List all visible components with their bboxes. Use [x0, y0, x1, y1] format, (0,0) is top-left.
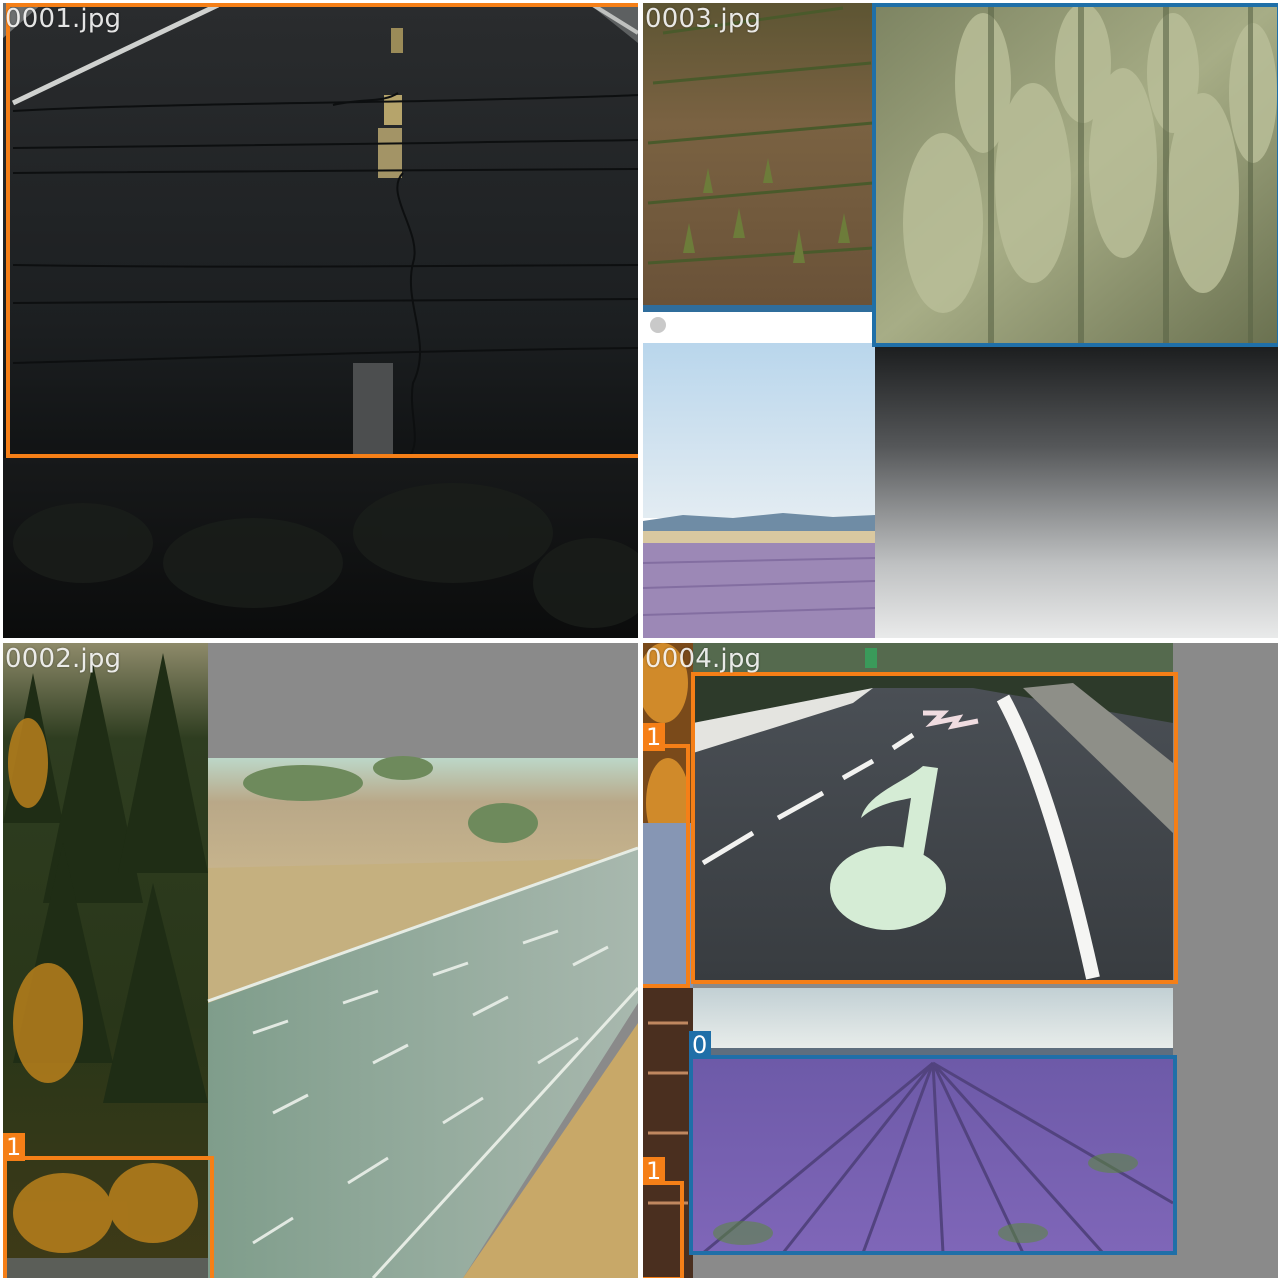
music-road-lavender-photo	[643, 643, 1174, 1278]
class-label: 1	[3, 1133, 25, 1161]
class-label: 0	[689, 1031, 711, 1059]
filename-label: 0001.jpg	[5, 4, 122, 34]
bbox-lavender-field	[689, 1055, 1177, 1255]
tile-0001: 0001.jpg	[3, 3, 638, 638]
forest-highway-photo	[3, 643, 638, 1278]
filename-label: 0002.jpg	[5, 644, 122, 674]
road-photo	[3, 3, 638, 638]
tile-0004: 1 1 0 0004.jpg	[643, 643, 1278, 1278]
class-label: 1	[643, 1157, 665, 1185]
class-label: 1	[643, 723, 665, 751]
field-photos	[643, 3, 1278, 638]
bbox-building-edge	[643, 1181, 684, 1278]
bbox-music-road	[691, 672, 1178, 984]
bbox-roadside-strip	[643, 744, 690, 988]
bbox-road	[6, 3, 638, 458]
filename-label: 0004.jpg	[645, 644, 762, 674]
tile-0002: 1 0002.jpg	[3, 643, 638, 1278]
bbox-forest-road	[3, 1156, 214, 1278]
bbox-wheat	[872, 3, 1278, 347]
filename-label: 0003.jpg	[645, 4, 762, 34]
tile-0003: 0003.jpg	[643, 3, 1278, 638]
